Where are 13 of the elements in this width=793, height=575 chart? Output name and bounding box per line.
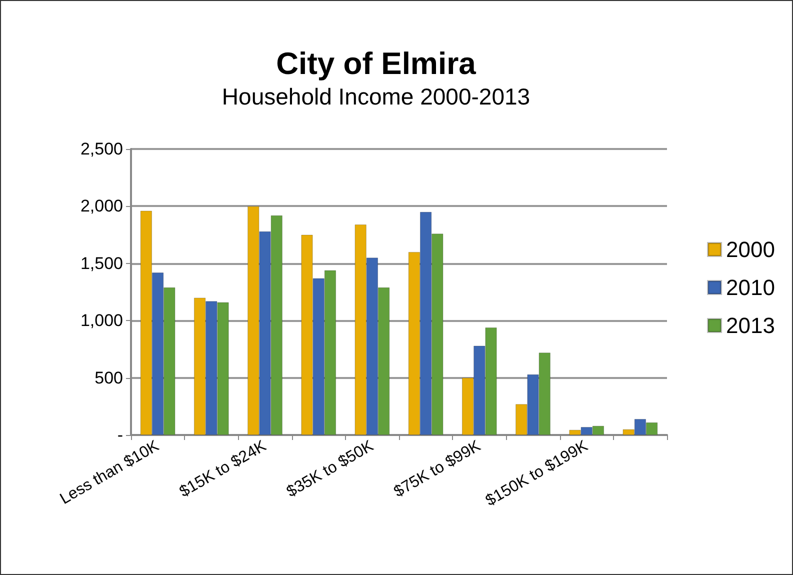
y-tick-label: 2,000 [80,196,123,216]
chart-title: City of Elmira [276,46,477,81]
x-tick-label: $15K to $24K [176,437,270,501]
chart-subtitle: Household Income 2000-2013 [222,84,530,110]
y-tick-label: 1,500 [80,254,123,273]
legend-label: 2000 [726,237,776,262]
y-tick-label: 2,500 [80,140,123,158]
x-tick-label: $35K to $50K [284,437,377,501]
y-tick-label: 500 [94,368,123,388]
y-tick-label: 1,000 [80,311,123,330]
legend-label: 2010 [726,275,776,300]
x-tick-label: $75K to $99K [391,437,484,501]
legend-label: 2013 [726,313,776,338]
